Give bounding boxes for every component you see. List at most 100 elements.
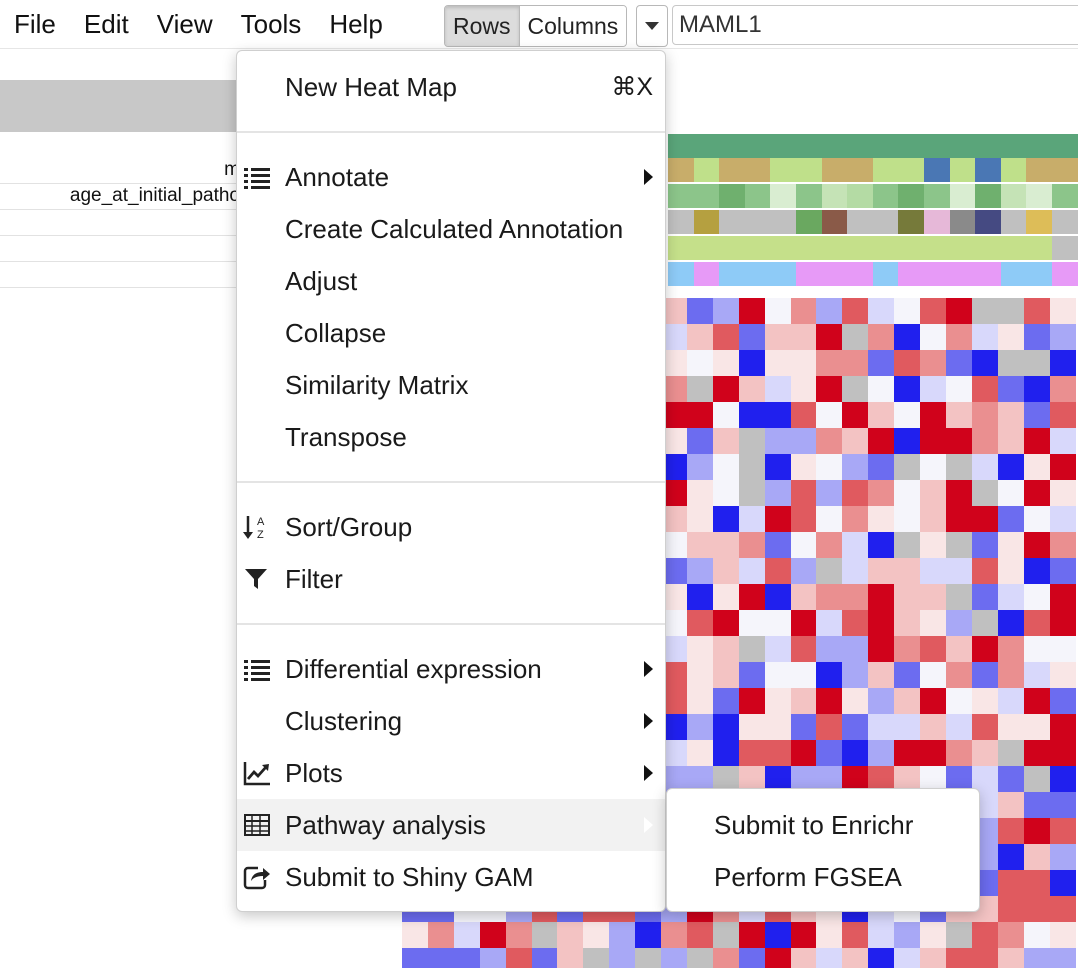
heatmap-cell[interactable] bbox=[920, 428, 946, 454]
heatmap-cell[interactable] bbox=[738, 376, 765, 402]
heatmap-cell[interactable] bbox=[894, 298, 921, 324]
annotation-cell[interactable] bbox=[719, 262, 746, 286]
heatmap-cell[interactable] bbox=[945, 376, 972, 402]
heatmap-cell[interactable] bbox=[635, 948, 662, 968]
heatmap-cell[interactable] bbox=[971, 610, 998, 636]
menu-item-new-heat-map[interactable]: New Heat Map ⌘X bbox=[237, 61, 665, 113]
heatmap-cell[interactable] bbox=[971, 714, 998, 740]
heatmap-cell[interactable] bbox=[1023, 818, 1050, 844]
heatmap-cell[interactable] bbox=[868, 298, 895, 324]
heatmap-cell[interactable] bbox=[816, 714, 843, 740]
heatmap-cell[interactable] bbox=[686, 454, 713, 480]
annotation-cell[interactable] bbox=[821, 134, 848, 158]
heatmap-cell[interactable] bbox=[712, 662, 739, 688]
heatmap-cell[interactable] bbox=[816, 480, 843, 506]
heatmap-cell[interactable] bbox=[997, 948, 1024, 968]
annotation-cell[interactable] bbox=[744, 236, 771, 260]
menu-item-annotate[interactable]: Annotate bbox=[237, 151, 665, 203]
heatmap-cell[interactable] bbox=[894, 662, 921, 688]
menu-item-submit-enrichr[interactable]: Submit to Enrichr bbox=[667, 799, 979, 851]
heatmap-cell[interactable] bbox=[738, 610, 765, 636]
annotation-cell[interactable] bbox=[821, 158, 848, 182]
heatmap-cell[interactable] bbox=[868, 480, 895, 506]
heatmap-cell[interactable] bbox=[894, 324, 921, 350]
heatmap-cell[interactable] bbox=[686, 766, 713, 792]
heatmap-cell[interactable] bbox=[1023, 376, 1050, 402]
heatmap-cell[interactable] bbox=[1023, 428, 1050, 454]
heatmap-cell[interactable] bbox=[790, 948, 817, 968]
annotation-cell[interactable] bbox=[668, 262, 694, 286]
heatmap-cell[interactable] bbox=[920, 610, 946, 636]
heatmap-cell[interactable] bbox=[738, 506, 765, 532]
heatmap-cell[interactable] bbox=[997, 480, 1024, 506]
heatmap-cell[interactable] bbox=[842, 402, 869, 428]
heatmap-cell[interactable] bbox=[686, 506, 713, 532]
heatmap-cell[interactable] bbox=[738, 584, 765, 610]
annotation-cell[interactable] bbox=[975, 262, 1002, 286]
heatmap-cell[interactable] bbox=[738, 402, 765, 428]
heatmap-cell[interactable] bbox=[997, 428, 1024, 454]
heatmap-cell[interactable] bbox=[816, 532, 843, 558]
heatmap-cell[interactable] bbox=[816, 766, 843, 792]
heatmap-cell[interactable] bbox=[971, 558, 998, 584]
heatmap-cell[interactable] bbox=[920, 636, 946, 662]
annotation-cell[interactable] bbox=[1052, 158, 1078, 182]
heatmap-cell[interactable] bbox=[661, 948, 687, 968]
heatmap-cell[interactable] bbox=[816, 688, 843, 714]
heatmap-cell[interactable] bbox=[816, 948, 843, 968]
heatmap-cell[interactable] bbox=[738, 662, 765, 688]
annotation-cell[interactable] bbox=[847, 236, 874, 260]
heatmap-cell[interactable] bbox=[1023, 324, 1050, 350]
heatmap-cell[interactable] bbox=[971, 584, 998, 610]
heatmap-cell[interactable] bbox=[790, 428, 817, 454]
heatmap-cell[interactable] bbox=[868, 402, 895, 428]
heatmap-cell[interactable] bbox=[842, 714, 869, 740]
annotation-row-label[interactable] bbox=[0, 262, 240, 288]
heatmap-cell[interactable] bbox=[790, 714, 817, 740]
heatmap-cell[interactable] bbox=[1023, 714, 1050, 740]
heatmap-cell[interactable] bbox=[997, 688, 1024, 714]
heatmap-cell[interactable] bbox=[790, 298, 817, 324]
annotation-cell[interactable] bbox=[1000, 134, 1027, 158]
heatmap-cell[interactable] bbox=[816, 922, 843, 948]
heatmap-cell[interactable] bbox=[712, 298, 739, 324]
menu-file[interactable]: File bbox=[14, 9, 56, 39]
menu-item-sort-group[interactable]: A Z Sort/Group bbox=[237, 501, 665, 553]
heatmap-cell[interactable] bbox=[997, 792, 1024, 818]
annotation-cell[interactable] bbox=[872, 210, 899, 234]
heatmap-cell[interactable] bbox=[920, 688, 946, 714]
annotation-cell[interactable] bbox=[796, 134, 822, 158]
heatmap-cell[interactable] bbox=[997, 922, 1024, 948]
heatmap-cell[interactable] bbox=[971, 402, 998, 428]
heatmap-cell[interactable] bbox=[842, 662, 869, 688]
heatmap-cell[interactable] bbox=[764, 740, 791, 766]
heatmap-cell[interactable] bbox=[945, 350, 972, 376]
heatmap-cell[interactable] bbox=[738, 428, 765, 454]
annotation-cell[interactable] bbox=[1026, 236, 1053, 260]
heatmap-cell[interactable] bbox=[920, 402, 946, 428]
annotation-cell[interactable] bbox=[796, 210, 822, 234]
annotation-cell[interactable] bbox=[693, 184, 720, 208]
heatmap-cell[interactable] bbox=[790, 636, 817, 662]
heatmap-cell[interactable] bbox=[764, 558, 791, 584]
heatmap-cell[interactable] bbox=[894, 922, 921, 948]
heatmap-cell[interactable] bbox=[997, 506, 1024, 532]
annotation-cell[interactable] bbox=[770, 262, 797, 286]
heatmap-cell[interactable] bbox=[790, 480, 817, 506]
annotation-cell[interactable] bbox=[872, 158, 899, 182]
heatmap-cell[interactable] bbox=[945, 558, 972, 584]
heatmap-cell[interactable] bbox=[971, 480, 998, 506]
heatmap-cell[interactable] bbox=[712, 532, 739, 558]
heatmap-cell[interactable] bbox=[868, 636, 895, 662]
annotation-cell[interactable] bbox=[821, 210, 848, 234]
menu-help[interactable]: Help bbox=[329, 9, 383, 39]
menu-tools[interactable]: Tools bbox=[240, 9, 302, 39]
annotation-cell[interactable] bbox=[924, 158, 950, 182]
menu-edit[interactable]: Edit bbox=[83, 9, 129, 39]
heatmap-cell[interactable] bbox=[971, 428, 998, 454]
annotation-cell[interactable] bbox=[949, 184, 976, 208]
annotation-cell[interactable] bbox=[872, 134, 899, 158]
annotation-cell[interactable] bbox=[924, 262, 950, 286]
heatmap-cell[interactable] bbox=[868, 610, 895, 636]
heatmap-cell[interactable] bbox=[505, 922, 532, 948]
